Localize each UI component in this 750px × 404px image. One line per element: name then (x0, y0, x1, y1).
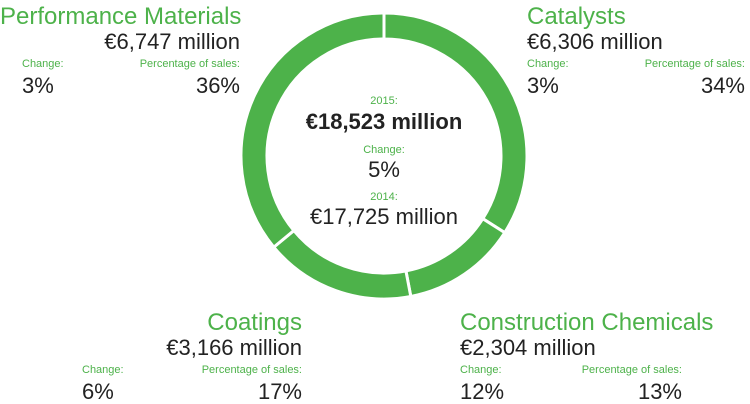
share-label: Percentage of sales: (201, 364, 302, 376)
segment-name: Performance Materials (0, 3, 242, 30)
change-label: Change: (527, 58, 569, 70)
change-label: Change: (82, 364, 124, 376)
change-value: 12% (460, 379, 505, 404)
change-value: 3% (527, 73, 559, 98)
center-total-2014: €17,725 million (310, 204, 458, 229)
segment-coatings: Coatings €3,166 million Change: Percenta… (82, 309, 302, 404)
center-year-2014-label: 2014: (370, 191, 398, 203)
segment-catalysts: Catalysts €6,306 million Change: Percent… (527, 3, 745, 98)
share-label: Percentage of sales: (581, 364, 682, 376)
share-value: 17% (257, 379, 302, 404)
share-value: 34% (700, 73, 745, 98)
share-label: Percentage of sales: (644, 58, 745, 70)
segment-performance-materials: Performance Materials €6,747 million Cha… (0, 3, 242, 98)
segment-sales: €6,747 million (104, 29, 240, 54)
center-change-value: 5% (368, 157, 400, 182)
center-year-2015-label: 2015: (370, 95, 398, 107)
center-change-label: Change: (363, 144, 405, 156)
segment-sales: €2,304 million (460, 335, 596, 360)
donut-slice-performance-materials (239, 11, 386, 250)
segment-sales: €3,166 million (166, 335, 302, 360)
segment-construction-chemicals: Construction Chemicals €2,304 million Ch… (460, 309, 714, 404)
donut-slice-coatings (271, 228, 413, 301)
donut-slice-construction-chemicals (404, 216, 507, 299)
share-value: 13% (637, 379, 682, 404)
segment-name: Catalysts (527, 3, 626, 30)
segment-name: Construction Chemicals (460, 309, 714, 336)
share-label: Percentage of sales: (139, 58, 240, 70)
change-value: 6% (82, 379, 114, 404)
segment-name: Coatings (207, 309, 302, 336)
change-value: 3% (22, 73, 54, 98)
change-label: Change: (460, 364, 502, 376)
share-value: 36% (195, 73, 240, 98)
change-label: Change: (22, 58, 64, 70)
segment-sales: €6,306 million (527, 29, 663, 54)
center-total-2015: €18,523 million (305, 109, 463, 134)
